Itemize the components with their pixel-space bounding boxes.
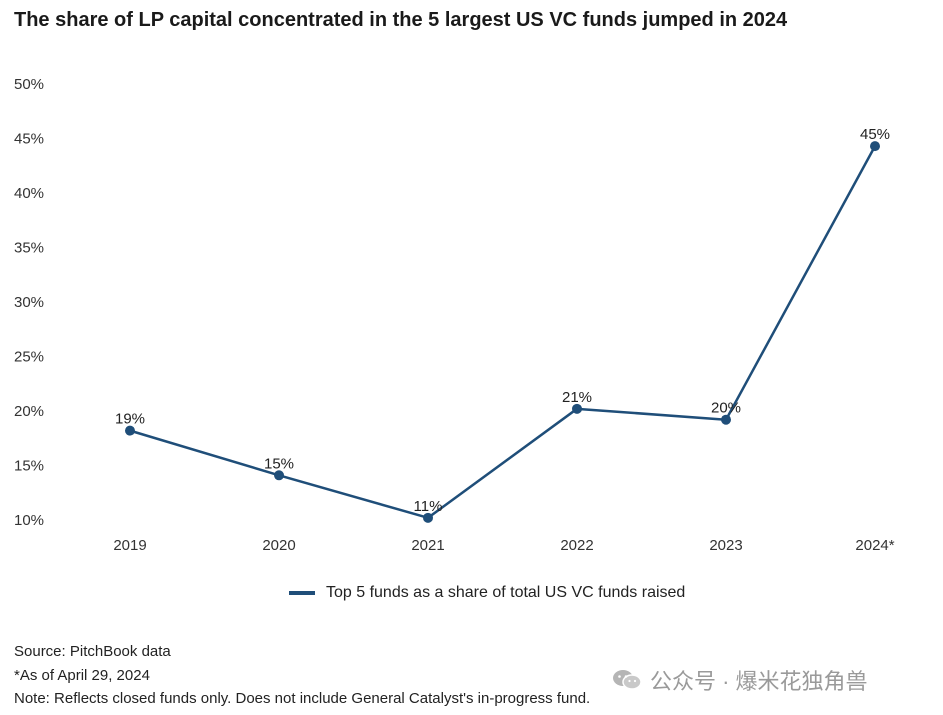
x-tick-label: 2019 [113,537,146,554]
y-tick-label: 35% [14,240,44,257]
y-tick-label: 50% [14,76,44,93]
data-point [423,512,433,523]
data-point [125,425,135,436]
data-point [721,414,731,425]
y-tick-label: 15% [14,458,44,475]
line-chart: 50% 45% 40% 35% 30% 25% 20% 15% 10% 2019 2020 2021… [14,76,895,554]
series-line [129,145,877,520]
y-tick-label: 25% [14,349,44,366]
x-tick-label: 2020 [262,537,295,554]
data-point [870,141,880,152]
data-label: 45% [860,126,890,143]
data-label: 11% [414,498,443,515]
x-tick-label: 2021 [411,537,444,554]
wechat-icon [612,669,642,691]
y-axis: 50% 45% 40% 35% 30% 25% 20% 15% 10% [14,76,44,529]
series: 19% 15% 11% 21% 20% 45% [115,126,890,523]
chart-title: The share of LP capital concentrated in … [14,9,788,31]
data-label: 19% [115,411,145,428]
data-point [572,403,582,414]
y-tick-label: 30% [14,294,44,311]
watermark: 公众号 · 爆米花独角兽 [612,664,868,696]
legend: Top 5 funds as a share of total US VC fu… [289,584,685,602]
data-point [274,470,284,481]
legend-label: Top 5 funds as a share of total US VC fu… [326,584,686,601]
x-tick-label: 2022 [560,537,593,554]
data-label: 15% [264,455,294,472]
source-note: Source: PitchBook data [14,643,171,660]
y-tick-label: 20% [14,403,44,420]
x-tick-label: 2024* [855,537,894,554]
data-label: 21% [562,389,592,406]
y-tick-label: 45% [14,131,44,148]
watermark-text: 公众号 · 爆米花独角兽 [650,669,868,694]
y-tick-label: 10% [14,512,44,529]
data-label: 20% [711,400,741,417]
legend-swatch [289,591,315,595]
asof-note: *As of April 29, 2024 [14,667,150,684]
y-tick-label: 40% [14,185,44,202]
footnote: Note: Reflects closed funds only. Does n… [14,690,591,707]
x-tick-label: 2023 [709,537,742,554]
x-axis: 2019 2020 2021 2022 2023 2024* [113,537,894,554]
